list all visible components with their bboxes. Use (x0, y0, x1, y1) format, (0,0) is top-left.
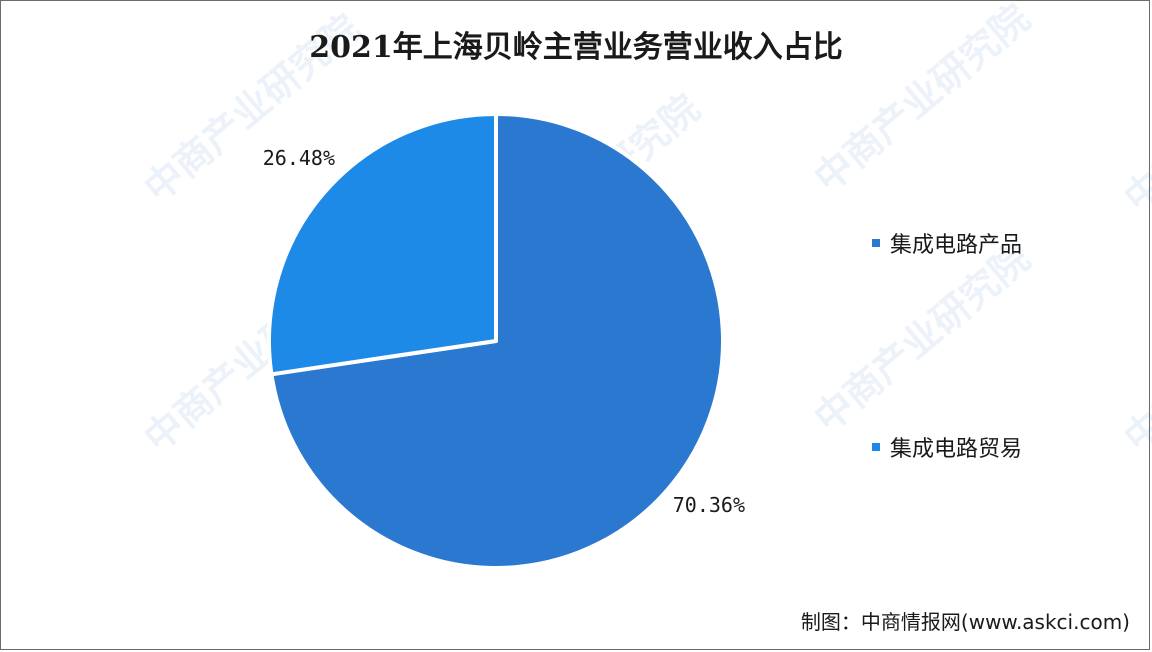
slice-data-label: 70.36% (673, 493, 745, 517)
legend-marker-icon (872, 443, 880, 451)
legend-item-trade: 集成电路贸易 (872, 432, 1022, 462)
chart-title: 2021年上海贝岭主营业务营业收入占比 (309, 30, 843, 65)
slice-data-label: 26.48% (263, 146, 335, 170)
legend-item-products: 集成电路产品 (872, 228, 1022, 258)
source-credit: 制图：中商情报网(www.askci.com) (800, 610, 1130, 634)
legend-label: 集成电路产品 (890, 233, 1023, 258)
legend-marker-icon (872, 239, 880, 247)
pie-slice (267, 112, 498, 377)
legend-label: 集成电路贸易 (890, 437, 1023, 462)
